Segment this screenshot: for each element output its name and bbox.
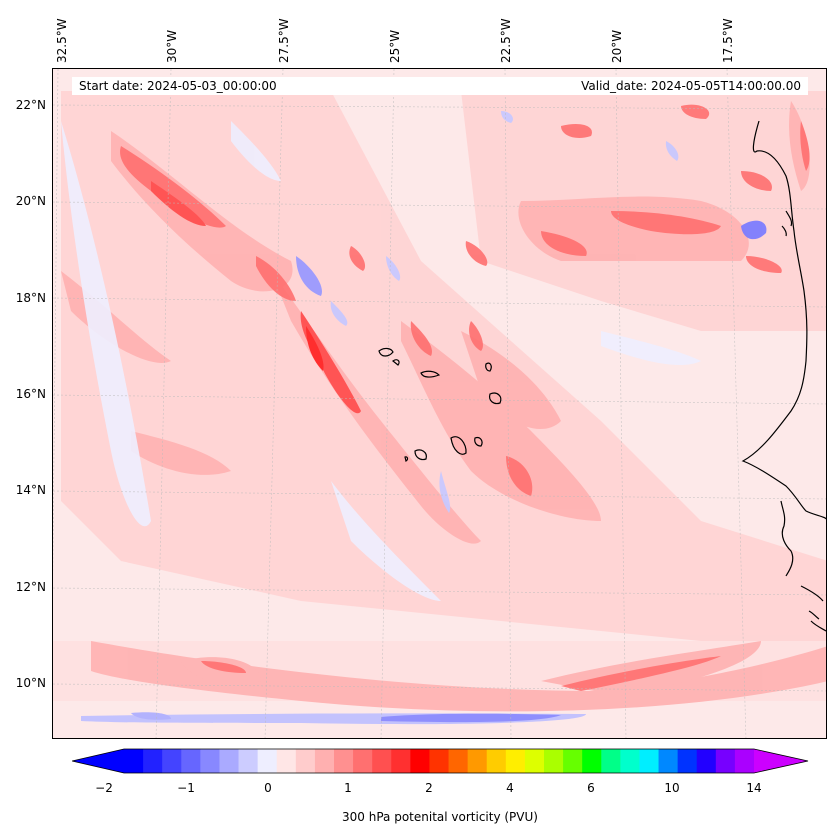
colorbar-tick-label: 14 bbox=[746, 781, 762, 795]
colorbar-extend-low bbox=[72, 749, 124, 773]
colorbar-extend-high bbox=[754, 749, 808, 773]
pv-field-map bbox=[53, 69, 826, 738]
colorbar-bin bbox=[314, 749, 335, 773]
map-gridlines bbox=[53, 69, 826, 738]
colorbar-bin bbox=[524, 749, 545, 773]
colorbar-tick-label: 4 bbox=[506, 781, 514, 795]
colorbar-bin bbox=[353, 749, 373, 773]
colorbar-bin bbox=[620, 749, 640, 773]
colorbar-outline bbox=[72, 748, 809, 774]
map-panel bbox=[52, 68, 827, 739]
colorbar-bin bbox=[219, 749, 240, 773]
lon-label-30w: 30°W bbox=[165, 29, 179, 63]
africa-coastline bbox=[741, 120, 826, 520]
colorbar-bin bbox=[143, 749, 163, 773]
colorbar-tick-label: 1 bbox=[344, 781, 352, 795]
cape-verde-islands bbox=[378, 347, 394, 357]
colorbar-tick-label: 0 bbox=[264, 781, 272, 795]
colorbar-bin bbox=[372, 749, 392, 773]
colorbar-bin bbox=[505, 749, 526, 773]
colorbar-tick-label: 10 bbox=[664, 781, 680, 795]
colorbar-bin bbox=[563, 749, 583, 773]
colorbar-bin bbox=[448, 749, 469, 773]
pv-medium-bands bbox=[61, 101, 826, 712]
colorbar-bin bbox=[582, 749, 602, 773]
colorbar-bin bbox=[486, 749, 507, 773]
colorbar-bin bbox=[295, 749, 316, 773]
colorbar bbox=[72, 748, 809, 774]
colorbar-bin bbox=[257, 749, 278, 773]
lon-label-17-5w: 17.5°W bbox=[721, 18, 735, 63]
lon-label-20w: 20°W bbox=[610, 29, 624, 63]
colorbar-bin bbox=[715, 749, 736, 773]
lat-label-10n: 10°N bbox=[15, 676, 46, 690]
valid-date-label: Valid_date: 2024-05-05T14:00:00.00 bbox=[581, 79, 801, 93]
lon-label-27-5w: 27.5°W bbox=[277, 18, 291, 63]
colorbar-bin bbox=[677, 749, 698, 773]
info-strip bbox=[72, 77, 808, 95]
coastlines bbox=[378, 120, 826, 632]
lat-label-16n: 16°N bbox=[15, 387, 46, 401]
colorbar-tick-label: −1 bbox=[177, 781, 195, 795]
colorbar-bin bbox=[734, 749, 755, 773]
lat-label-14n: 14°N bbox=[15, 483, 46, 497]
colorbar-bin bbox=[334, 749, 354, 773]
colorbar-bin bbox=[601, 749, 621, 773]
lon-label-32-5w: 32.5°W bbox=[55, 18, 69, 63]
colorbar-bin bbox=[162, 749, 182, 773]
colorbar-bin bbox=[276, 749, 297, 773]
colorbar-bin bbox=[200, 749, 220, 773]
colorbar-bin bbox=[467, 749, 488, 773]
lat-label-18n: 18°N bbox=[15, 291, 46, 305]
colorbar-bin bbox=[639, 749, 660, 773]
lat-label-20n: 20°N bbox=[15, 194, 46, 208]
colorbar-bin bbox=[696, 749, 717, 773]
lat-label-12n: 12°N bbox=[15, 580, 46, 594]
pv-negative-patches bbox=[81, 111, 767, 725]
colorbar-bin bbox=[410, 749, 430, 773]
pv-near-zero-wisps bbox=[61, 121, 701, 601]
lon-label-25w: 25°W bbox=[388, 29, 402, 63]
colorbar-tick-label: −2 bbox=[95, 781, 113, 795]
start-date-label: Start date: 2024-05-03_00:00:00 bbox=[79, 79, 277, 93]
colorbar-bin bbox=[238, 749, 259, 773]
colorbar-bin bbox=[544, 749, 564, 773]
lat-label-22n: 22°N bbox=[15, 98, 46, 112]
colorbar-tick-label: 2 bbox=[425, 781, 433, 795]
colorbar-bin bbox=[391, 749, 411, 773]
colorbar-bin bbox=[429, 749, 450, 773]
pv-high-filaments bbox=[120, 104, 810, 691]
colorbar-bin bbox=[181, 749, 201, 773]
colorbar-bin bbox=[124, 749, 144, 773]
colorbar-tick-label: 6 bbox=[587, 781, 595, 795]
lon-label-22-5w: 22.5°W bbox=[499, 18, 513, 63]
colorbar-bin bbox=[658, 749, 679, 773]
colorbar-title: 300 hPa potenital vorticity (PVU) bbox=[342, 810, 538, 824]
